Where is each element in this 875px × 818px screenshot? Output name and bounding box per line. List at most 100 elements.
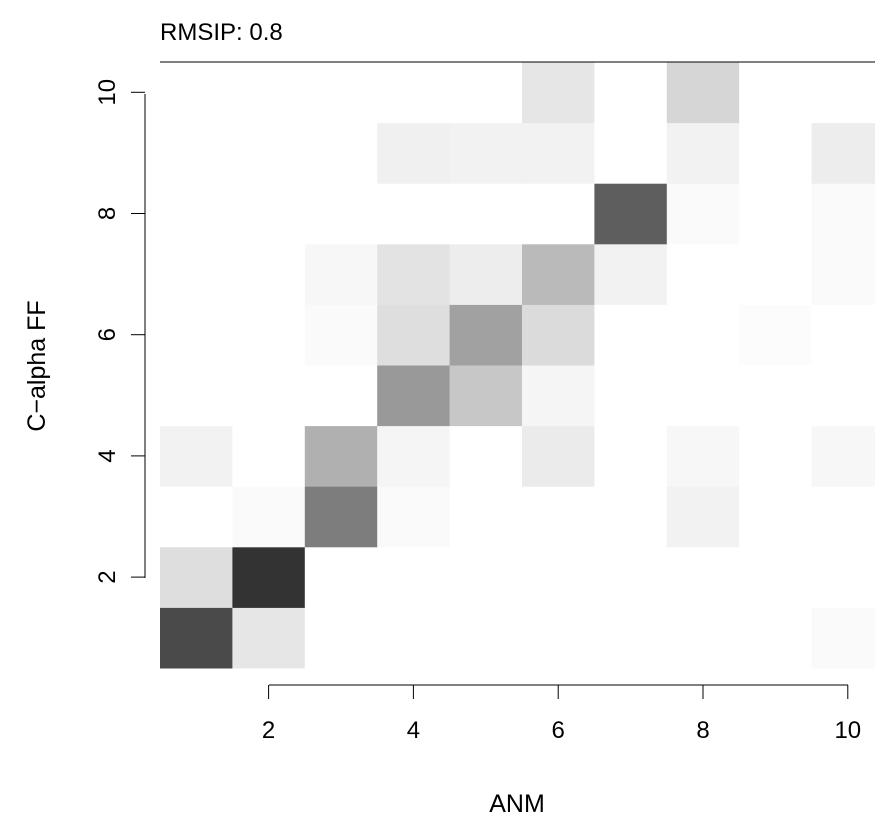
heatmap-cell-10-2 (811, 546, 875, 608)
heatmap-cell-1-4 (160, 425, 233, 487)
heatmap-cell-2-9 (232, 122, 306, 184)
heatmap-cell-4-4 (377, 425, 451, 487)
heatmap-cell-5-4 (449, 425, 523, 487)
heatmap-cell-9-1 (739, 607, 813, 669)
heatmap-cell-5-7 (449, 243, 523, 305)
heatmap-cell-3-7 (304, 243, 378, 305)
heatmap-cell-4-8 (377, 183, 451, 245)
heatmap-cell-6-3 (522, 486, 595, 548)
heatmap-cell-4-2 (377, 546, 451, 608)
heatmap-cell-1-5 (160, 365, 233, 427)
heatmap-cell-1-8 (160, 183, 233, 245)
heatmap-cell-9-10 (739, 62, 813, 124)
y-tick-label-8: 8 (94, 207, 121, 220)
heatmap-cell-4-3 (377, 486, 451, 548)
heatmap-cell-7-3 (594, 486, 668, 548)
heatmap-cell-6-8 (522, 183, 595, 245)
heatmap-cell-5-2 (449, 546, 523, 608)
x-tick-label-8: 8 (696, 717, 709, 744)
y-tick-label-2: 2 (94, 570, 121, 583)
heatmap-cell-6-6 (522, 304, 595, 366)
heatmap-cell-10-4 (811, 425, 875, 487)
heatmap-cell-7-6 (594, 304, 668, 366)
heatmap-cell-4-6 (377, 304, 451, 366)
heatmap-cell-10-1 (811, 607, 875, 669)
heatmap-cell-7-8 (594, 183, 668, 245)
heatmap-cell-6-2 (522, 546, 595, 608)
heatmap-cell-3-1 (304, 607, 378, 669)
heatmap-cell-5-6 (449, 304, 523, 366)
heatmap-cell-1-10 (160, 62, 233, 124)
heatmap-cell-2-3 (232, 486, 306, 548)
heatmap-cell-2-7 (232, 243, 306, 305)
heatmap-cell-3-4 (304, 425, 378, 487)
heatmap-cell-6-4 (522, 425, 595, 487)
heatmap-cell-1-3 (160, 486, 233, 548)
heatmap-cell-6-1 (522, 607, 595, 669)
heatmap-cell-8-6 (666, 304, 740, 366)
heatmap-cell-8-1 (666, 607, 740, 669)
x-tick-label-4: 4 (407, 717, 420, 744)
heatmap-cell-2-5 (232, 365, 306, 427)
heatmap-cell-7-9 (594, 122, 668, 184)
heatmap-cell-5-1 (449, 607, 523, 669)
heatmap-cell-8-9 (666, 122, 740, 184)
heatmap-cell-5-8 (449, 183, 523, 245)
heatmap-cell-1-1 (160, 607, 233, 669)
heatmap-cell-3-9 (304, 122, 378, 184)
heatmap-cell-6-7 (522, 243, 595, 305)
heatmap-cell-10-5 (811, 365, 875, 427)
heatmap-cell-8-4 (666, 425, 740, 487)
heatmap-cell-9-4 (739, 425, 813, 487)
heatmap-cell-2-10 (232, 62, 306, 124)
heatmap-cells (160, 62, 875, 669)
heatmap-cell-6-5 (522, 365, 595, 427)
x-tick-label-2: 2 (262, 717, 275, 744)
y-tick-label-4: 4 (94, 449, 121, 462)
heatmap-cell-2-4 (232, 425, 306, 487)
heatmap-cell-10-8 (811, 183, 875, 245)
heatmap-cell-5-10 (449, 62, 523, 124)
heatmap-cell-10-10 (811, 62, 875, 124)
heatmap-cell-8-3 (666, 486, 740, 548)
x-tick-label-6: 6 (552, 717, 565, 744)
heatmap-cell-3-5 (304, 365, 378, 427)
heatmap-cell-4-1 (377, 607, 451, 669)
heatmap-cell-5-3 (449, 486, 523, 548)
y-axis-label: C−alpha FF (23, 300, 51, 431)
heatmap-cell-7-2 (594, 546, 668, 608)
y-tick-label-6: 6 (94, 328, 121, 341)
heatmap-cell-5-5 (449, 365, 523, 427)
y-ticks: 2 4 6 8 10 (94, 79, 145, 584)
heatmap-cell-6-10 (522, 62, 595, 124)
heatmap-cell-7-5 (594, 365, 668, 427)
heatmap-cell-9-9 (739, 122, 813, 184)
x-axis-label: ANM (489, 790, 545, 818)
heatmap-cell-8-8 (666, 183, 740, 245)
heatmap-cell-1-2 (160, 546, 233, 608)
heatmap-cell-8-10 (666, 62, 740, 124)
heatmap-cell-9-6 (739, 304, 813, 366)
heatmap-cell-2-2 (232, 546, 306, 608)
heatmap-cell-2-6 (232, 304, 306, 366)
heatmap-cell-9-2 (739, 546, 813, 608)
x-tick-label-10: 10 (834, 717, 861, 744)
heatmap-cell-1-6 (160, 304, 233, 366)
heatmap-cell-7-1 (594, 607, 668, 669)
heatmap-cell-7-4 (594, 425, 668, 487)
heatmap-cell-4-10 (377, 62, 451, 124)
heatmap-cell-9-5 (739, 365, 813, 427)
heatmap-cell-10-9 (811, 122, 875, 184)
heatmap-cell-10-3 (811, 486, 875, 548)
heatmap-cell-3-8 (304, 183, 378, 245)
heatmap-cell-3-6 (304, 304, 378, 366)
heatmap-cell-4-7 (377, 243, 451, 305)
heatmap-cell-3-2 (304, 546, 378, 608)
heatmap-cell-7-10 (594, 62, 668, 124)
heatmap-cell-5-9 (449, 122, 523, 184)
heatmap-cell-1-9 (160, 122, 233, 184)
heatmap-cell-3-10 (304, 62, 378, 124)
heatmap-cell-4-5 (377, 365, 451, 427)
heatmap-cell-1-7 (160, 243, 233, 305)
